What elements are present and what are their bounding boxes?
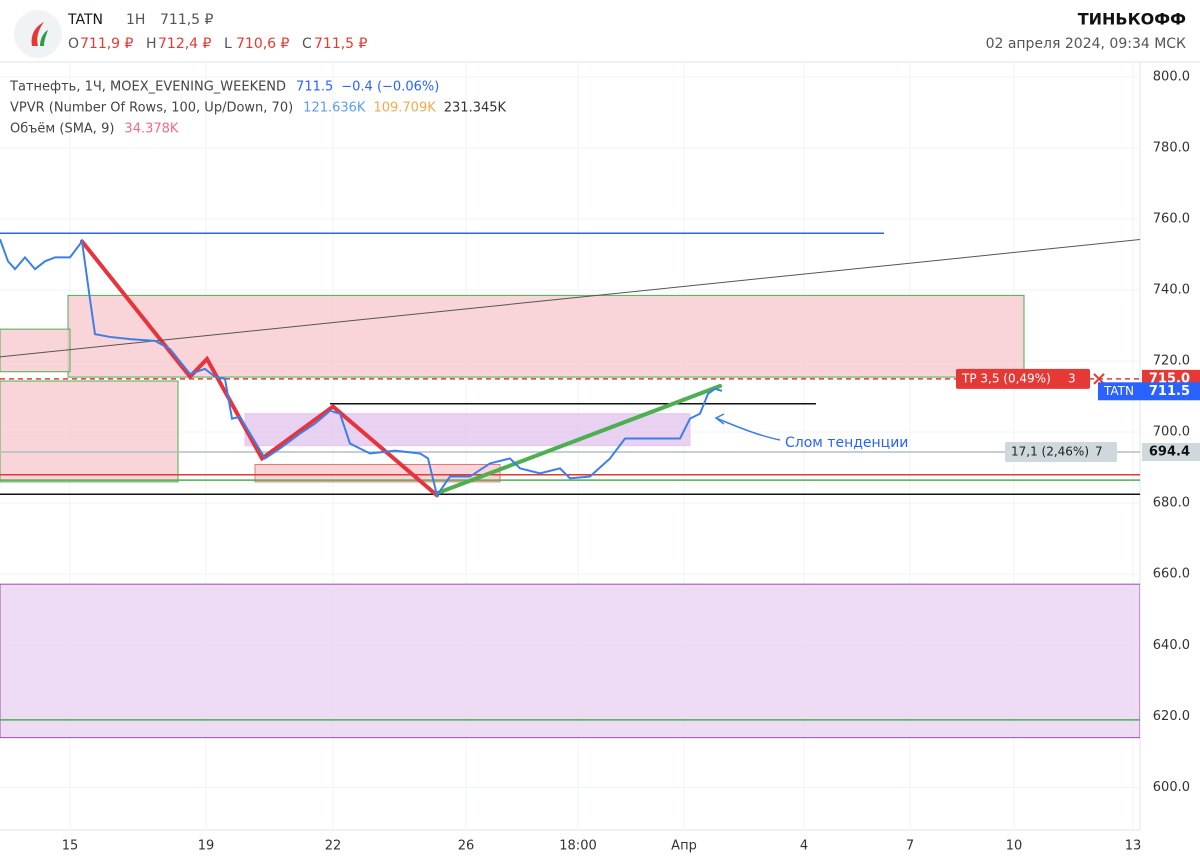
x-tick-label: 19	[198, 839, 215, 854]
x-tick-label: 22	[325, 839, 342, 854]
legend-value: 231.345K	[444, 101, 507, 116]
y-tick-label: 700.0	[1153, 425, 1190, 440]
plot-area	[0, 62, 1140, 830]
trendline	[80, 239, 439, 498]
trendline	[0, 239, 1140, 358]
y-tick-label: 760.0	[1153, 212, 1190, 227]
datetime: 02 апреля 2024, 09:34 МСК	[986, 36, 1186, 52]
legend-name: Татнефть, 1Ч, MOEX_EVENING_WEEKEND	[9, 80, 286, 95]
ohlc-value: 710,6 ₽	[236, 36, 290, 52]
price-tag-name-text: TATN	[1103, 384, 1134, 398]
x-tick-label: 10	[1006, 839, 1023, 854]
brand: ТИНЬКОФФ	[1078, 10, 1186, 29]
legend-name: Объём (SMA, 9)	[10, 122, 114, 137]
position-tag-text: TP 3,5 (0,49%)	[961, 371, 1051, 385]
x-tick-label: 18:00	[559, 839, 596, 854]
y-tick-label: 680.0	[1153, 496, 1190, 511]
zone	[0, 380, 179, 483]
price-tag-name	[1098, 382, 1142, 401]
ohlc-value: 712,4 ₽	[158, 36, 212, 52]
zone	[67, 294, 1025, 378]
y-tick-label: 600.0	[1153, 780, 1190, 795]
y-tick-label: 800.0	[1153, 69, 1190, 84]
price-tag	[1142, 443, 1200, 462]
legend-value: 121.636K	[303, 101, 366, 116]
position-tag-text: 17,1 (2,46%)	[1011, 445, 1089, 459]
price-tag-text: 694.4	[1149, 445, 1190, 460]
y-tick-label: 660.0	[1153, 567, 1190, 582]
trendline	[435, 383, 722, 496]
y-tick-label: 620.0	[1153, 709, 1190, 724]
zone	[0, 583, 1140, 739]
symbol: TATN	[67, 12, 103, 28]
legend-value: 34.378K	[124, 122, 178, 137]
logo	[14, 10, 62, 58]
y-tick-label: 780.0	[1153, 140, 1190, 155]
position-tag-count: 3	[1068, 371, 1076, 385]
legend-name: VPVR (Number Of Rows, 100, Up/Down, 70)	[10, 101, 293, 116]
y-tick-label: 720.0	[1153, 354, 1190, 369]
price-tag	[1142, 382, 1200, 401]
price-tag-text: 711.5	[1149, 384, 1190, 399]
x-tick-label: 4	[800, 839, 808, 854]
x-tick-label: 13	[1125, 839, 1142, 854]
y-tick-label: 740.0	[1153, 283, 1190, 298]
position-tag-count: 7	[1095, 445, 1103, 459]
x-tick-label: 7	[906, 839, 914, 854]
position-tag	[956, 368, 1090, 389]
ohlc-key: C	[302, 36, 312, 52]
ohlc-value: 711,9 ₽	[80, 36, 134, 52]
annotation: Слом тенденции	[785, 435, 908, 451]
last-price: 711,5 ₽	[160, 12, 214, 28]
x-tick-label: 26	[458, 839, 475, 854]
legend-value: −0.4 (−0.06%)	[341, 80, 439, 95]
x-tick-label: 15	[62, 839, 79, 854]
annotation-arrow	[714, 413, 781, 441]
position-tag	[1005, 442, 1117, 463]
legend-value: 711.5	[296, 80, 333, 95]
ohlc-key: H	[146, 36, 157, 52]
ohlc-value: 711,5 ₽	[314, 36, 368, 52]
x-tick-label: Апр	[671, 839, 697, 854]
close-icon	[1093, 373, 1105, 385]
price-line	[0, 238, 723, 498]
y-tick-label: 640.0	[1153, 638, 1190, 653]
legend-value: 109.709K	[373, 101, 436, 116]
ohlc-key: L	[224, 36, 232, 52]
ohlc-key: O	[68, 36, 79, 52]
zone	[254, 463, 501, 483]
interval: 1H	[126, 12, 145, 28]
